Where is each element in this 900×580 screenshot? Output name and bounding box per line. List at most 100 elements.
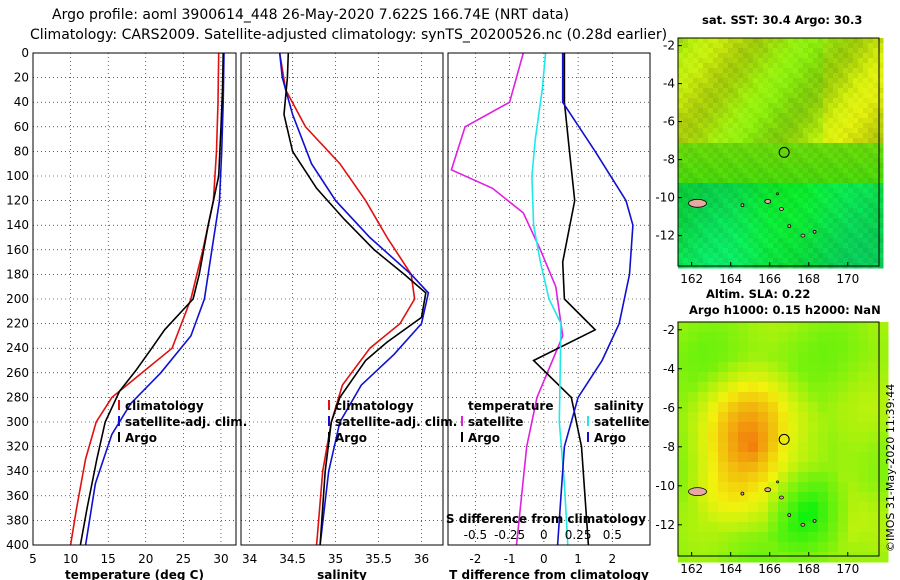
map-cell <box>848 188 854 194</box>
map-cell <box>723 68 729 74</box>
map-cell <box>848 248 854 254</box>
map-cell <box>743 168 749 174</box>
map-cell <box>758 53 764 59</box>
map-cell <box>693 223 699 229</box>
island-shape <box>787 513 792 517</box>
map-cell <box>698 452 709 463</box>
map-cell <box>738 88 744 94</box>
map-cell <box>713 238 719 244</box>
map-cell <box>813 103 819 109</box>
map-cell <box>848 73 854 79</box>
map-cell <box>768 73 774 79</box>
map-cell <box>783 73 789 79</box>
map-cell <box>753 233 759 239</box>
series-satellite-adj-clim- <box>84 52 225 546</box>
map-cell <box>823 233 829 239</box>
map-cell <box>853 178 859 184</box>
map-cell <box>863 218 869 224</box>
map-cell <box>678 58 684 64</box>
map-cell <box>678 542 689 553</box>
map-cell <box>718 223 724 229</box>
map-cell <box>718 58 724 64</box>
map-cell <box>808 113 814 119</box>
map-cell <box>723 258 729 264</box>
map-cell <box>788 63 794 69</box>
map-cell <box>748 482 759 493</box>
map-cell <box>713 88 719 94</box>
map-cell <box>848 168 854 174</box>
map-cell <box>808 223 814 229</box>
map-cell <box>718 342 729 353</box>
map-cell <box>798 208 804 214</box>
map-cell <box>683 158 689 164</box>
map-cell <box>838 98 844 104</box>
map-cell <box>838 183 844 189</box>
map-cell <box>678 133 684 139</box>
map-cell <box>678 63 684 69</box>
map-cell <box>878 432 889 443</box>
map-cell <box>828 158 834 164</box>
map-cell <box>778 123 784 129</box>
map-cell <box>878 422 889 433</box>
map-cell <box>798 372 809 383</box>
map-cell <box>848 153 854 159</box>
map-cell <box>768 442 779 453</box>
map-cell <box>878 178 884 184</box>
map-cell <box>678 392 689 403</box>
map-cell <box>823 153 829 159</box>
map-cell <box>843 118 849 124</box>
map-cell <box>863 198 869 204</box>
map-cell <box>688 352 699 363</box>
map-cell <box>758 442 769 453</box>
map-cell <box>788 123 794 129</box>
map-cell <box>718 238 724 244</box>
map-cell <box>868 382 879 393</box>
map-cell <box>678 362 689 373</box>
map-cell <box>748 352 759 363</box>
map-cell <box>793 158 799 164</box>
map-cell <box>688 382 699 393</box>
map-cell <box>728 442 739 453</box>
map-cell <box>838 492 849 503</box>
map-cell <box>868 482 879 493</box>
map-cell <box>693 123 699 129</box>
map-cell <box>753 163 759 169</box>
map-cell <box>748 143 754 149</box>
map-cell <box>723 163 729 169</box>
map-cell <box>768 78 774 84</box>
map-cell <box>848 63 854 69</box>
map-cell <box>703 233 709 239</box>
map-cell <box>828 103 834 109</box>
map-cell <box>818 392 829 403</box>
map-cell <box>733 133 739 139</box>
map-cell <box>803 38 809 44</box>
map-cell <box>808 138 814 144</box>
map-cell <box>713 38 719 44</box>
map-cell <box>833 118 839 124</box>
map-cell <box>833 178 839 184</box>
map-cell <box>728 58 734 64</box>
map-cell <box>778 93 784 99</box>
map-cell <box>808 68 814 74</box>
map-cell <box>688 502 699 513</box>
map-cell <box>723 153 729 159</box>
map-cell <box>723 183 729 189</box>
map-cell <box>688 228 694 234</box>
map-cell <box>678 422 689 433</box>
map-cell <box>718 88 724 94</box>
map-cell <box>768 402 779 413</box>
map-cell <box>728 173 734 179</box>
map-cell <box>823 68 829 74</box>
map-cell <box>868 238 874 244</box>
map-cell <box>748 402 759 413</box>
map-cell <box>733 168 739 174</box>
map-cell <box>803 153 809 159</box>
map-cell <box>748 218 754 224</box>
map-cell <box>688 93 694 99</box>
map-cell <box>758 203 764 209</box>
map-cell <box>778 83 784 89</box>
map-cell <box>778 248 784 254</box>
map-cell <box>748 108 754 114</box>
map-cell <box>738 248 744 254</box>
map-cell <box>858 482 869 493</box>
